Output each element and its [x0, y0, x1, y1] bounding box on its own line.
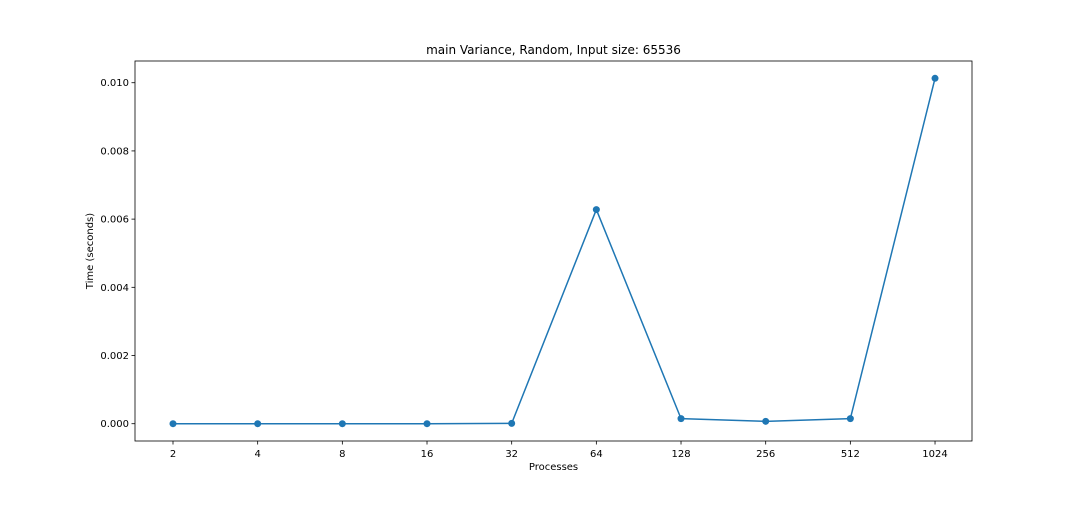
y-axis-ticks: 0.000 0.002 0.004 0.006 0.008 0.010 — [100, 78, 135, 430]
data-point — [592, 206, 600, 214]
x-tick-label: 4 — [254, 449, 260, 460]
y-tick-label: 0.008 — [100, 146, 129, 157]
data-point — [254, 420, 262, 428]
data-point — [677, 415, 685, 423]
x-tick-label: 256 — [756, 449, 775, 460]
data-point — [508, 419, 516, 427]
chart-title: main Variance, Random, Input size: 65536 — [426, 43, 681, 57]
plot-frame — [134, 60, 973, 442]
x-tick-label: 64 — [590, 449, 603, 460]
x-tick-label: 8 — [339, 449, 345, 460]
data-point — [931, 74, 939, 82]
y-tick-label: 0.004 — [100, 283, 129, 294]
series-line — [173, 78, 936, 425]
y-tick-label: 0.010 — [100, 78, 129, 89]
y-axis-label: Time (seconds) — [85, 213, 96, 290]
data-point — [169, 420, 177, 428]
x-tick-label: 128 — [671, 449, 690, 460]
plot-area — [135, 61, 972, 441]
x-axis-ticks: 2 4 8 16 32 64 128 256 512 1024 — [170, 441, 948, 460]
y-tick-label: 0.002 — [100, 351, 129, 362]
data-point — [846, 415, 854, 423]
x-axis-label: Processes — [529, 462, 578, 473]
data-point — [762, 417, 770, 425]
x-tick-label: 512 — [841, 449, 860, 460]
data-point — [338, 420, 346, 428]
x-tick-label: 16 — [421, 449, 434, 460]
y-tick-label: 0.006 — [100, 215, 129, 226]
x-tick-label: 1024 — [922, 449, 947, 460]
data-point — [423, 420, 431, 428]
y-tick-label: 0.000 — [100, 419, 129, 430]
series-layer — [169, 74, 939, 428]
x-tick-label: 2 — [170, 449, 176, 460]
x-tick-label: 32 — [505, 449, 518, 460]
